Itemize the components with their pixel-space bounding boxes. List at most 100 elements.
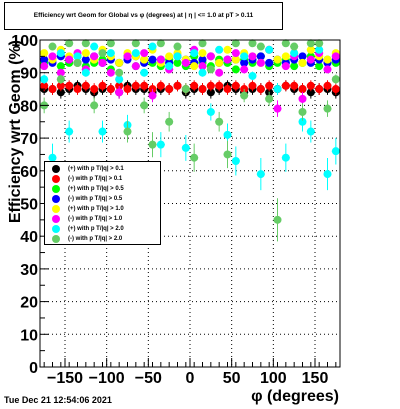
data-point [256,52,265,61]
data-point [123,85,132,94]
data-point [265,58,274,67]
data-point [240,65,249,74]
data-point [215,45,224,54]
x-tick-label: 100 [260,370,287,387]
legend-marker [52,235,60,243]
data-point [56,68,65,77]
data-point [106,68,115,77]
data-point [231,39,240,48]
data-point [298,117,307,126]
data-point [40,75,49,84]
data-point [173,52,182,61]
data-point [206,52,215,61]
data-point [273,215,282,224]
data-point [181,58,190,67]
data-point [206,107,215,116]
data-point [81,55,90,64]
data-point [273,104,282,113]
data-point [323,65,332,74]
data-point [48,42,57,51]
data-point [173,42,182,51]
data-point [190,81,199,90]
data-point [156,81,165,90]
data-series [40,39,340,242]
data-point [181,85,190,94]
x-axis-title: φ (degrees) [251,388,339,405]
y-tick-label: 50 [20,197,38,214]
data-point [223,85,232,94]
data-point [65,55,74,64]
legend-entry: (-) with p T/|q| > 1.0 [48,214,157,224]
axis-ticks: 0 10 20 30 40 50 60 70 80 90 100 −150 −100 −50 0 50 100 1… [11,33,337,387]
data-point [306,55,315,64]
data-point [306,39,315,48]
x-tick-label: −50 [135,370,162,387]
data-point [223,150,232,159]
data-point [281,62,290,71]
data-point [81,68,90,77]
data-point [156,55,165,64]
data-point [90,42,99,51]
data-point [115,88,124,97]
y-axis-title: Efficiency wrt Geom (%) [7,40,24,223]
legend: (+) with p T/|q| > 0.1 (-) with p T/|q| >… [44,161,161,245]
data-point [323,104,332,113]
data-point [298,58,307,67]
legend-marker [52,175,60,183]
data-point [248,71,257,80]
data-point [140,49,149,58]
data-point [265,45,274,54]
data-point [240,58,249,67]
data-point [81,49,90,58]
data-point [290,42,299,51]
data-point [290,62,299,71]
legend-label: (-) with p T/|q| > 0.5 [68,196,123,202]
series--with-p-t-q-2-0 [40,42,340,191]
data-point [298,52,307,61]
data-point [48,153,57,162]
x-tick-label: 150 [302,370,329,387]
data-point [181,143,190,152]
legend-label: (-) with p T/|q| > 0.1 [68,176,123,182]
y-tick-label: 20 [20,295,38,312]
data-point [198,49,207,58]
data-point [331,75,340,84]
data-point [206,88,215,97]
data-point [231,49,240,58]
legend-marker [52,185,60,193]
chart-title-box: Efficiency wrt Geom for Global vs φ (deg… [4,2,283,30]
legend-label: (-) with p T/|q| > 2.0 [68,236,123,242]
series--with-p-t-q-2-0 [40,39,340,242]
x-tick-label: 50 [223,370,241,387]
data-point [206,65,215,74]
x-tick-label: −150 [47,370,83,387]
data-point [323,170,332,179]
data-point [65,39,74,48]
data-point [106,39,115,48]
legend-entry: (-) with p T/|q| > 0.1 [48,174,157,184]
data-point [48,85,57,94]
data-point [298,94,307,103]
data-point [223,45,232,54]
data-point [198,55,207,64]
data-point [298,85,307,94]
data-point [56,49,65,58]
chart-title: Efficiency wrt Geom for Global vs φ (deg… [33,12,254,19]
data-point [223,130,232,139]
data-point [156,140,165,149]
data-point [306,81,315,90]
legend-marker [52,195,60,203]
data-point [256,58,265,67]
data-point [198,85,207,94]
data-point [165,117,174,126]
data-point [140,55,149,64]
data-point [256,42,265,51]
y-tick-label: 100 [11,33,38,50]
data-point [148,91,157,100]
data-point [306,127,315,136]
data-point [106,49,115,58]
legend-label: (+) with p T/|q| > 0.1 [68,166,124,172]
data-point [140,81,149,90]
data-point [48,52,57,61]
data-point [131,39,140,48]
